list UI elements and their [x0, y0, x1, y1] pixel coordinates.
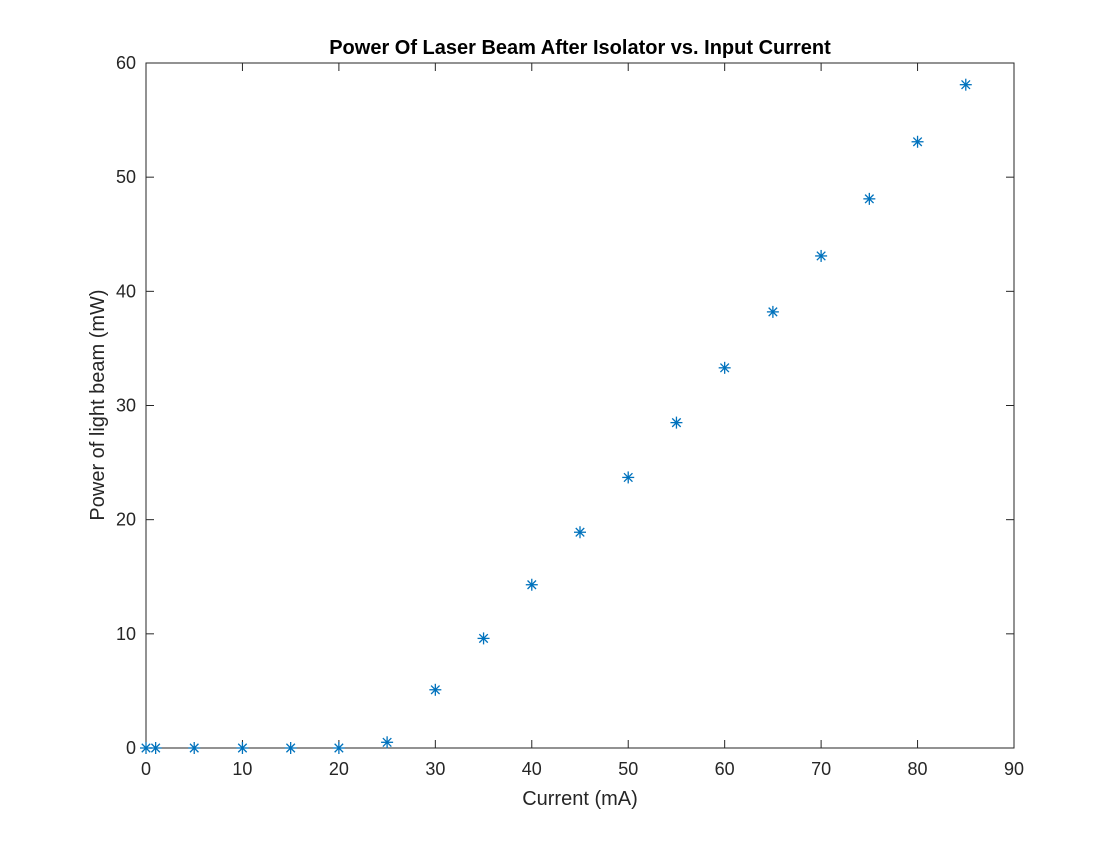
x-tick-label: 10	[232, 759, 252, 779]
x-tick-label: 90	[1004, 759, 1024, 779]
x-tick-label: 0	[141, 759, 151, 779]
data-point	[815, 249, 828, 262]
x-tick-label: 30	[425, 759, 445, 779]
chart-title: Power Of Laser Beam After Isolator vs. I…	[329, 37, 831, 59]
data-point	[718, 361, 731, 374]
y-tick-label: 20	[116, 510, 136, 530]
y-tick-label: 60	[116, 53, 136, 73]
y-tick-label: 40	[116, 281, 136, 301]
y-tick-label: 10	[116, 624, 136, 644]
y-tick-label: 30	[116, 396, 136, 416]
x-tick-label: 20	[329, 759, 349, 779]
data-point	[188, 742, 201, 754]
data-point	[863, 192, 876, 205]
data-point	[525, 578, 538, 591]
axes-box	[145, 62, 1015, 749]
plot-area: 0 10 20 30 40 50 60 70 80 90 0 10 20 30 40 50 60	[116, 53, 1024, 779]
y-tick-label: 50	[116, 167, 136, 187]
data-point	[236, 742, 249, 754]
data-point	[381, 736, 394, 749]
data-point	[574, 526, 586, 539]
data-point	[959, 78, 972, 91]
x-axis-label: Current (mA)	[522, 788, 638, 810]
data-point	[670, 416, 683, 429]
data-point	[332, 742, 345, 754]
x-tick-label: 80	[908, 759, 928, 779]
data-point	[284, 742, 297, 754]
x-tick-label: 40	[522, 759, 542, 779]
data-point	[429, 683, 442, 696]
x-tick-label: 50	[618, 759, 638, 779]
data-point	[622, 471, 635, 484]
x-tick-label: 60	[715, 759, 735, 779]
y-axis-label: Power of light beam (mW)	[87, 289, 109, 520]
x-tick-label: 70	[811, 759, 831, 779]
data-point	[149, 742, 162, 754]
data-point	[766, 305, 779, 318]
y-tick-label: 0	[126, 738, 136, 758]
data-point	[911, 135, 924, 148]
data-point	[477, 632, 490, 645]
